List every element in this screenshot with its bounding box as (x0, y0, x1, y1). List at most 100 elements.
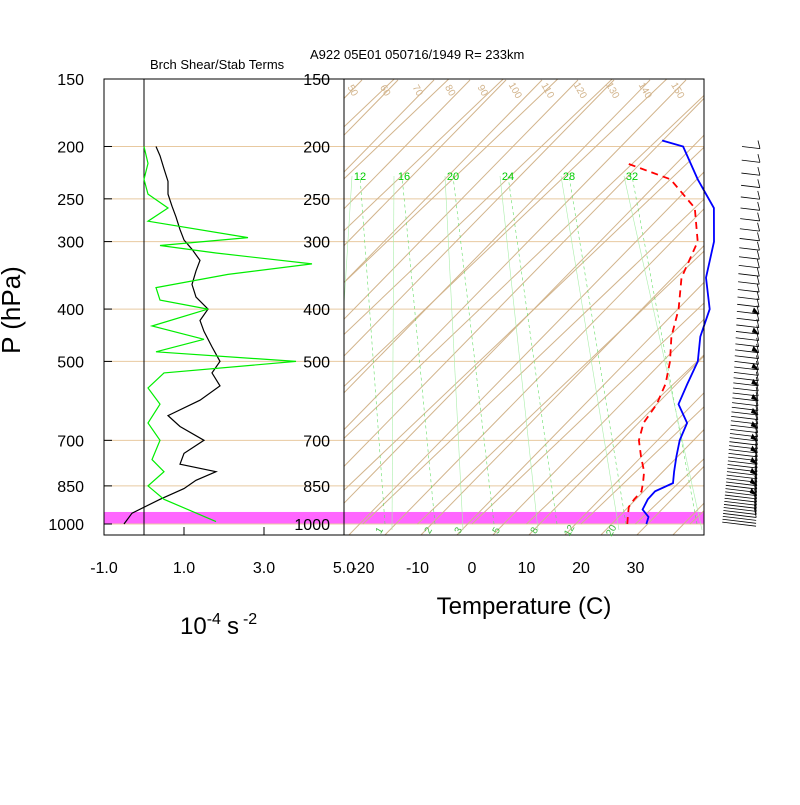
left-panel-title: Brch Shear/Stab Terms (150, 57, 285, 72)
wind-barb-shaft (728, 465, 758, 469)
wind-barb-shaft (731, 416, 758, 419)
dry-adiabat-label: 90 (475, 83, 490, 99)
dry-adiabat-line (56, 80, 506, 540)
dry-adiabat-line (596, 80, 800, 540)
wind-barb-feather (757, 251, 759, 259)
dry-adiabat-line (20, 80, 470, 540)
dry-adiabat-line (668, 80, 800, 540)
temperature-axis-label: Temperature (C) (437, 593, 612, 620)
pressure-tick-label: 1000 (294, 517, 330, 534)
pressure-tick-label: 400 (57, 302, 84, 319)
wind-barb-shaft (733, 393, 758, 396)
temp-x-tick-label: -10 (406, 560, 429, 577)
dry-adiabat-line (452, 80, 800, 540)
temp-x-tick-label: -20 (351, 560, 374, 577)
pressure-tick-label: 300 (303, 235, 330, 252)
wind-barb-shaft (735, 356, 759, 359)
wind-barb-feather (758, 213, 760, 221)
wind-barb-shaft (737, 304, 759, 307)
temp-x-tick-label: 20 (572, 560, 590, 577)
wind-barb-feather (757, 276, 759, 285)
wind-barb-shaft (729, 453, 758, 456)
wind-barb-shaft (741, 197, 760, 199)
temp-x-tick-label: 30 (627, 560, 645, 577)
moist-adiabat-line (500, 176, 538, 530)
wind-barb-shaft (741, 185, 760, 187)
isotherm-line (636, 45, 800, 524)
isotherm-line (418, 45, 800, 524)
pressure-tick-label: 200 (57, 139, 84, 156)
dry-adiabat-label: 140 (636, 81, 654, 101)
wind-barb-feather (758, 223, 760, 231)
wind-barb-feather (758, 179, 760, 187)
wind-barb-shaft (726, 485, 757, 489)
pressure-tick-label: 400 (303, 302, 330, 319)
isotherm-line (0, 45, 484, 524)
wind-barb-shaft (741, 173, 759, 175)
mixing-ratio-label: 28 (563, 171, 575, 183)
pressure-tick-label: 500 (57, 354, 84, 371)
dry-adiabat-line (380, 80, 800, 540)
wind-barb-shaft (737, 318, 759, 321)
skewt-title: A922 05E01 050716/1949 R= 233km (310, 47, 524, 62)
wind-barb-shaft (724, 501, 756, 505)
moist-adiabat-line (392, 176, 394, 530)
pressure-tick-label: 250 (303, 192, 330, 209)
shear-term-line (124, 147, 220, 525)
unit-exp2: -2 (243, 611, 257, 628)
isotherm-line (527, 45, 800, 524)
dry-adiabat-label: 150 (668, 81, 686, 101)
isotherm-line (309, 45, 800, 524)
isotherm-line (145, 45, 647, 524)
left-x-tick-label: -1.0 (90, 560, 118, 577)
isotherm-line (363, 45, 800, 524)
unit-base: 10 (180, 613, 207, 640)
pressure-tick-label: 150 (57, 72, 84, 89)
wind-barb-shaft (739, 248, 759, 250)
wind-barb-feather (758, 191, 760, 199)
wind-barb-feather (758, 232, 760, 240)
dry-adiabat-line (524, 80, 800, 540)
wind-barb-shaft (740, 219, 759, 221)
wind-barb-shaft (727, 475, 757, 479)
wind-barb-shaft (741, 208, 760, 210)
mixing-ratio-bottom-label: 12 (562, 523, 577, 539)
temp-x-tick-label: 10 (518, 560, 536, 577)
pressure-tick-label: 850 (303, 479, 330, 496)
pressure-tick-label: 200 (303, 139, 330, 156)
wind-barb-feather (757, 284, 759, 293)
wind-barb-shaft (736, 338, 759, 341)
dry-adiabat-line (272, 80, 722, 540)
wind-barb-shaft (725, 495, 757, 499)
data-series (124, 141, 714, 525)
wind-barb-shaft (730, 429, 757, 432)
wind-barb-shaft (740, 238, 760, 240)
dry-adiabat-label: 100 (506, 81, 524, 101)
dry-adiabat-label: 50 (345, 83, 360, 99)
isotherm-line (0, 45, 429, 524)
pressure-tick-label: 700 (303, 433, 330, 450)
pressure-tick-label: 150 (303, 72, 330, 89)
wind-barb-feather (757, 242, 759, 250)
mixing-ratio-label: 20 (447, 171, 459, 183)
dry-adiabat-label: 110 (538, 81, 556, 101)
dry-adiabat-line (164, 80, 614, 540)
mixing-ratio-bottom-label: 1 (374, 525, 387, 536)
pressure-tick-label: 700 (57, 433, 84, 450)
mixing-ratio-label: 24 (502, 171, 514, 183)
wind-barb-shaft (735, 344, 758, 347)
wind-barb-shaft (733, 388, 758, 391)
wind-barb-shaft (736, 325, 759, 328)
unit-exp1: -4 (207, 611, 221, 628)
mixing-ratio-bottom-label: 8 (529, 525, 542, 536)
moist-adiabat-line (624, 176, 702, 530)
unit-s: s (227, 613, 239, 640)
dry-adiabat-label: 130 (603, 81, 621, 101)
wind-barb-shaft (738, 297, 760, 300)
left-x-tick-label: 1.0 (173, 560, 195, 577)
dry-adiabat-line (344, 80, 794, 540)
wind-barb-shaft (735, 361, 759, 364)
pressure-tick-label: 300 (57, 235, 84, 252)
